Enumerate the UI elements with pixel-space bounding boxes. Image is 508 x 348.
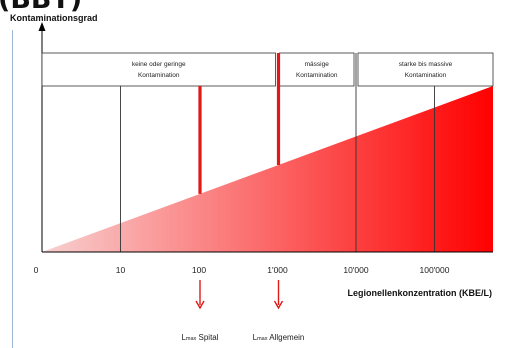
chart-title: Kontaminationsgrad [10, 13, 98, 23]
x-tick-label: 0 [34, 265, 39, 275]
zone-box-3 [357, 52, 494, 87]
threshold-label-sub: max [257, 336, 268, 342]
zone-label-line1: starke bis massive [399, 61, 453, 68]
threshold-label-rest: Allgemein [267, 333, 304, 342]
zone-box-1 [41, 52, 276, 87]
threshold-label-main: L [253, 333, 258, 342]
threshold-label: Lmax Allgemein [253, 333, 305, 342]
zone-label-line2: Kontamination [138, 72, 180, 79]
x-tick-label: 1'000 [267, 265, 288, 275]
zone-label-line1: mässige [305, 61, 330, 68]
zone-box-2 [279, 52, 355, 87]
threshold-label-rest: Spital [196, 333, 218, 342]
zone-label-line1: keine oder geringe [132, 61, 186, 68]
x-tick-label: 100'000 [420, 265, 450, 275]
threshold-label: Lmax Spital [181, 333, 218, 342]
frame-border-line [12, 30, 13, 348]
contamination-area [42, 86, 493, 252]
x-tick-label: 10'000 [343, 265, 369, 275]
top-text-fragment: (BBT) [0, 0, 82, 13]
arrow-down-icon [195, 300, 205, 310]
zone-label-line2: Kontamination [296, 72, 338, 79]
threshold-label-sub: max [186, 336, 197, 342]
arrow-down-icon [273, 300, 284, 310]
x-axis-label: Legionellenkonzentration (KBE/L) [347, 288, 492, 298]
zone-label-line2: Kontamination [405, 72, 447, 79]
threshold-label-main: L [181, 333, 186, 342]
x-tick-label: 100 [192, 265, 206, 275]
y-axis-arrow-icon [38, 22, 46, 31]
x-tick-label: 10 [116, 265, 126, 275]
